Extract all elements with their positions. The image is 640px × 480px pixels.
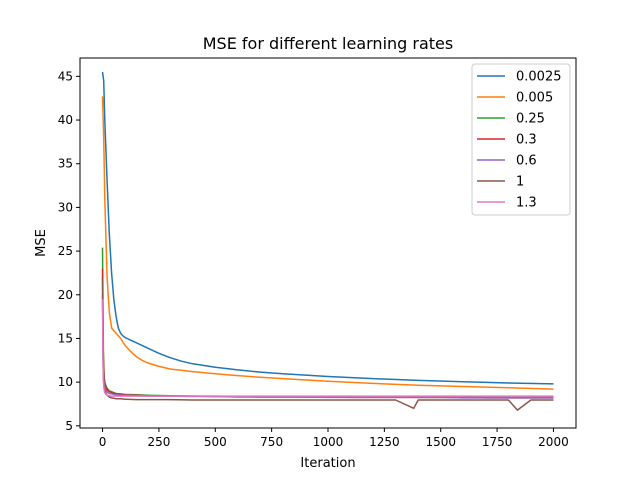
legend-label: 0.6: [516, 154, 537, 169]
legend-label: 1: [516, 175, 524, 190]
x-tick-label: 1500: [425, 435, 456, 449]
y-axis-label: MSE: [34, 229, 49, 257]
legend-label: 0.3: [516, 133, 537, 148]
y-tick-label: 45: [58, 69, 73, 83]
legend-label: 0.25: [516, 112, 545, 127]
x-axis: 0 250 500 750 1000 1250 1500 1750 2000: [99, 428, 569, 449]
x-tick-label: 2000: [538, 435, 569, 449]
series-line-0-0025: [101, 71, 554, 385]
y-tick-label: 30: [58, 200, 73, 214]
y-tick-label: 35: [58, 157, 73, 171]
x-tick-label: 1250: [369, 435, 400, 449]
y-tick-label: 15: [58, 331, 73, 345]
series-layer: [101, 71, 554, 411]
series-line-0-005: [101, 96, 554, 390]
y-tick-label: 40: [58, 113, 73, 127]
legend-label: 1.3: [516, 196, 537, 211]
x-tick-label: 750: [260, 435, 283, 449]
x-tick-label: 1000: [313, 435, 344, 449]
y-tick-label: 5: [65, 419, 73, 433]
legend-box: [471, 63, 571, 216]
y-axis: 5 10 15 20 25 30 35 40 45: [58, 69, 80, 433]
x-tick-label: 1750: [482, 435, 513, 449]
y-tick-label: 20: [58, 288, 73, 302]
x-axis-label: Iteration: [300, 456, 355, 471]
x-tick-label: 500: [204, 435, 227, 449]
series-line-1-3: [101, 299, 554, 397]
legend-label: 0.005: [516, 91, 553, 106]
x-tick-label: 250: [147, 435, 170, 449]
legend-label: 0.0025: [516, 70, 562, 85]
y-tick-label: 25: [58, 244, 73, 258]
chart-title: MSE for different learning rates: [203, 34, 453, 53]
x-tick-label: 0: [99, 435, 107, 449]
legend: 0.0025 0.005 0.25 0.3 0.6 1 1.3: [471, 63, 571, 216]
y-tick-label: 10: [58, 375, 73, 389]
